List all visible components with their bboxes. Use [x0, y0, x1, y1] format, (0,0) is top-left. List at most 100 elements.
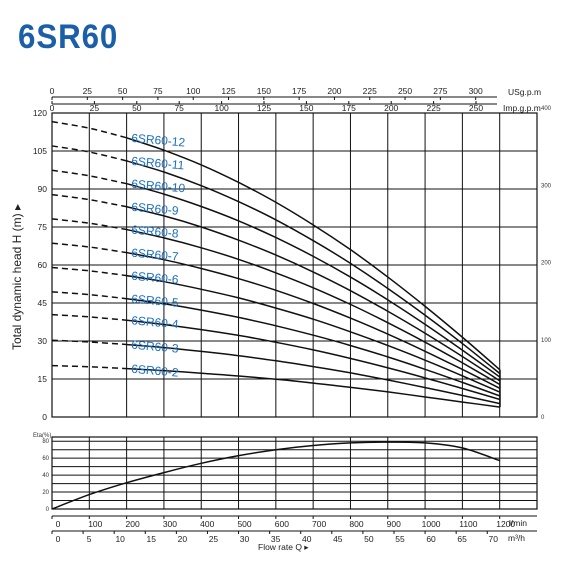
chart-title: 6SR60 [18, 18, 119, 56]
eta-unit-label: Eta(%) [33, 433, 51, 439]
usgpm-tick-label: 0 [50, 86, 55, 96]
m3h-tick-label: 10 [115, 534, 125, 544]
head-curve [126, 367, 501, 408]
usgpm-tick-label: 25 [83, 86, 93, 96]
curve-label: 6SR60-10 [131, 177, 186, 196]
head-ft-tick-label: 200 [541, 261, 552, 267]
head-curve [126, 160, 501, 375]
head-ft-tick-label: 0 [541, 415, 545, 421]
m3h-tick-label: 35 [271, 534, 281, 544]
usgpm-tick-label: 75 [153, 86, 163, 96]
efficiency-curve [51, 441, 501, 510]
head-curve [126, 228, 501, 386]
head-curve [126, 297, 501, 397]
m3h-tick-label: 0 [56, 534, 61, 544]
lmin-tick-label: 0 [56, 519, 61, 529]
head-tick-label: 60 [38, 260, 48, 270]
curve-label: 6SR60-2 [131, 362, 180, 380]
head-tick-label: 0 [42, 412, 47, 422]
impgpm-tick-label: 200 [384, 103, 398, 113]
head-ft-tick-label: 400 [541, 106, 552, 112]
head-tick-label: 30 [38, 336, 48, 346]
usgpm-tick-label: 250 [398, 86, 412, 96]
head-plot-frame [51, 112, 538, 418]
m3h-tick-label: 45 [333, 534, 343, 544]
impgpm-tick-label: 75 [174, 103, 184, 113]
head-tick-label: 120 [33, 108, 47, 118]
usgpm-tick-label: 125 [221, 86, 235, 96]
m3h-unit-label: m³/h [508, 533, 525, 543]
usgpm-unit-label: USg.p.m [508, 87, 541, 97]
grid [51, 112, 538, 510]
lmin-tick-label: 700 [312, 519, 326, 529]
curve-label: 6SR60-3 [131, 338, 180, 356]
m3h-tick-label: 65 [457, 534, 467, 544]
m3h-tick-label: 30 [240, 534, 250, 544]
head-curve [126, 274, 501, 393]
impgpm-tick-label: 100 [215, 103, 229, 113]
head-tick-label: 75 [38, 222, 48, 232]
lmin-tick-label: 1100 [459, 519, 478, 529]
curve-label: 6SR60-7 [131, 246, 180, 264]
eta-tick-label: 20 [42, 490, 49, 496]
m3h-tick-label: 60 [426, 534, 436, 544]
curve-label: 6SR60-11 [131, 154, 185, 173]
curve-label: 6SR60-6 [131, 269, 180, 287]
head-tick-label: 45 [38, 298, 48, 308]
head-ft-tick-label: 300 [541, 183, 552, 189]
usgpm-tick-label: 200 [327, 86, 341, 96]
eta-tick-label: 40 [42, 473, 49, 479]
usgpm-tick-label: 300 [469, 86, 483, 96]
impgpm-tick-label: 250 [469, 103, 483, 113]
m3h-tick-label: 40 [302, 534, 312, 544]
m3h-tick-label: 5 [87, 534, 92, 544]
head-curve [126, 182, 501, 378]
x-axis-label: Flow rate Q ▸ [258, 542, 309, 552]
lmin-tick-label: 1000 [422, 519, 441, 529]
usgpm-tick-label: 50 [118, 86, 128, 96]
impgpm-tick-label: 25 [90, 103, 100, 113]
impgpm-tick-label: 125 [257, 103, 271, 113]
curve-label: 6SR60-5 [131, 292, 180, 310]
head-curves [51, 120, 501, 408]
curve-labels: 6SR60-2 6SR60-3 6SR60-4 6SR60-5 6SR60-6 6SR60… [131, 131, 186, 380]
impgpm-tick-label: 50 [132, 103, 142, 113]
eta-tick-label: 60 [42, 456, 49, 462]
impgpm-tick-label: 0 [50, 103, 55, 113]
head-ft-tick-label: 100 [541, 338, 552, 344]
usgpm-tick-label: 100 [186, 86, 200, 96]
head-tick-label: 15 [38, 374, 48, 384]
head-curve [126, 343, 501, 405]
lmin-tick-label: 800 [349, 519, 363, 529]
usgpm-tick-label: 275 [433, 86, 447, 96]
m3h-tick-label: 70 [489, 534, 499, 544]
lmin-tick-label: 900 [387, 519, 401, 529]
lmin-tick-label: 600 [275, 519, 289, 529]
curve-label: 6SR60-9 [131, 200, 180, 218]
lmin-tick-label: 1200 [496, 519, 515, 529]
lmin-tick-label: 300 [163, 519, 177, 529]
eta-tick-label: 80 [42, 439, 49, 445]
m3h-tick-label: 25 [209, 534, 219, 544]
lmin-tick-label: 200 [126, 519, 140, 529]
eta-tick-label: 0 [46, 507, 50, 513]
head-tick-label: 105 [33, 146, 47, 156]
head-curve [126, 206, 501, 382]
m3h-tick-label: 15 [147, 534, 157, 544]
impgpm-tick-label: 225 [427, 103, 441, 113]
lmin-tick-label: 100 [88, 519, 102, 529]
usgpm-tick-label: 225 [363, 86, 377, 96]
curve-label: 6SR60-4 [131, 313, 180, 331]
lmin-tick-label: 400 [200, 519, 214, 529]
head-curve [126, 137, 501, 371]
curve-label: 6SR60-8 [131, 223, 180, 241]
head-curve [126, 319, 501, 401]
curve-label: 6SR60-12 [131, 131, 186, 150]
usgpm-tick-label: 175 [292, 86, 306, 96]
impgpm-tick-label: 150 [299, 103, 313, 113]
head-tick-label: 90 [38, 184, 48, 194]
lmin-tick-label: 500 [237, 519, 251, 529]
m3h-tick-label: 55 [395, 534, 405, 544]
